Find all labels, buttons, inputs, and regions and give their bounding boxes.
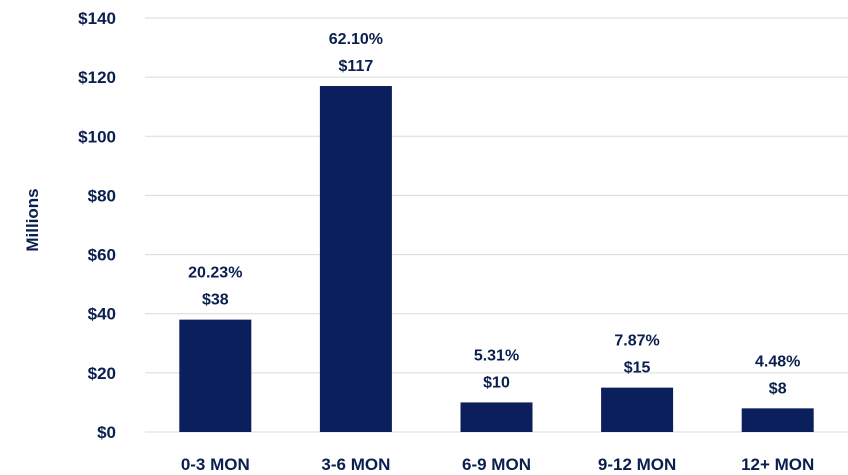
- value-label: $117: [339, 58, 374, 75]
- y-tick-label: $80: [88, 186, 116, 205]
- bar: [460, 402, 533, 432]
- percent-label: 4.48%: [755, 353, 800, 370]
- bar: [741, 408, 814, 432]
- x-tick-label: 0-3 MON: [181, 455, 250, 474]
- y-tick-label: $140: [78, 9, 116, 28]
- value-label: $10: [483, 374, 510, 391]
- x-tick-label: 12+ MON: [741, 455, 814, 474]
- x-tick-label: 6-9 MON: [462, 455, 531, 474]
- bar: [601, 387, 674, 432]
- y-tick-label: $0: [97, 423, 116, 442]
- y-axis-title: Millions: [23, 188, 42, 251]
- bar: [319, 86, 392, 432]
- percent-label: 5.31%: [474, 347, 519, 364]
- data-labels: 20.23% $38 62.10% $117 5.31% $10 7.87% $15 4.48%…: [188, 31, 800, 397]
- value-label: $8: [769, 380, 787, 397]
- value-label: $38: [202, 292, 229, 309]
- y-tick-label: $100: [78, 127, 116, 146]
- x-tick-label: 3-6 MON: [321, 455, 390, 474]
- value-label: $15: [624, 360, 651, 377]
- y-tick-label: $40: [88, 305, 116, 324]
- x-tick-label: 9-12 MON: [598, 455, 676, 474]
- bars: [179, 86, 814, 432]
- gridlines: [145, 17, 848, 433]
- x-axis-ticks: 0-3 MON 3-6 MON 6-9 MON 9-12 MON 12+ MON: [181, 455, 815, 474]
- bar: [179, 319, 252, 432]
- y-tick-label: $120: [78, 68, 116, 87]
- y-tick-label: $60: [88, 246, 116, 265]
- y-tick-label: $20: [88, 364, 116, 383]
- percent-label: 62.10%: [329, 31, 383, 48]
- y-axis-ticks: $0 $20 $40 $60 $80 $100 $120 $140: [78, 9, 116, 442]
- percent-label: 7.87%: [614, 333, 659, 350]
- percent-label: 20.23%: [188, 265, 242, 282]
